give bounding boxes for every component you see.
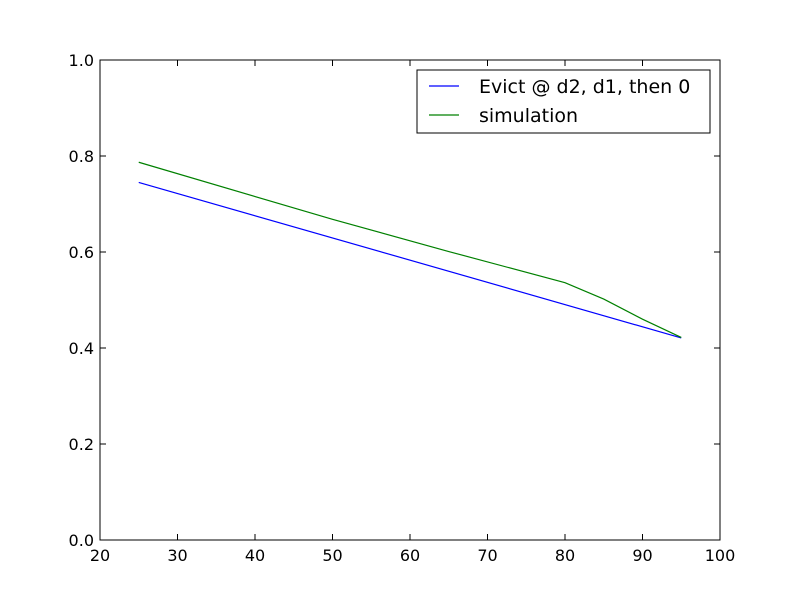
y-tick-label: 0.0 (69, 531, 94, 550)
legend: Evict @ d2, d1, then 0 simulation (416, 69, 711, 134)
series-layer (138, 161, 682, 339)
tick-layer: 20 30 40 50 60 70 80 90 100 0.0 0.2 0.4 0.6 0.8 1.0 (69, 51, 736, 565)
series-line-0 (138, 181, 682, 339)
x-tick-label: 100 (705, 546, 736, 565)
y-tick-label: 0.8 (69, 147, 94, 166)
y-tick-label: 0.4 (69, 339, 94, 358)
x-tick-label: 80 (555, 546, 575, 565)
plot-area (100, 60, 720, 540)
x-tick-label: 40 (245, 546, 265, 565)
series-line-1 (138, 161, 682, 338)
legend-label-1: simulation (479, 105, 578, 127)
x-tick-label: 60 (400, 546, 420, 565)
legend-label-0: Evict @ d2, d1, then 0 (479, 76, 690, 98)
x-tick-label: 70 (477, 546, 497, 565)
y-tick-label: 1.0 (69, 51, 94, 70)
x-tick-label: 50 (322, 546, 342, 565)
x-tick-label: 20 (90, 546, 110, 565)
y-tick-label: 0.6 (69, 243, 94, 262)
x-tick-label: 30 (167, 546, 187, 565)
x-tick-label: 90 (632, 546, 652, 565)
legend-box (416, 69, 711, 134)
y-tick-label: 0.2 (69, 435, 94, 454)
